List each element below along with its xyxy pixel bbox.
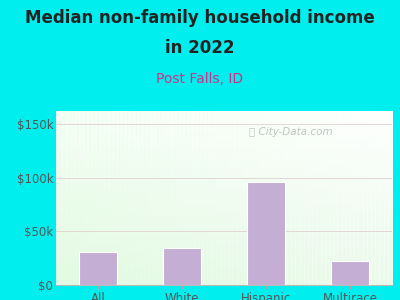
Text: ⓘ City-Data.com: ⓘ City-Data.com <box>249 127 333 137</box>
Bar <box>331 261 369 285</box>
Text: in 2022: in 2022 <box>165 39 235 57</box>
Text: Median non-family household income: Median non-family household income <box>25 9 375 27</box>
Text: Post Falls, ID: Post Falls, ID <box>156 72 244 86</box>
Bar <box>79 252 117 285</box>
Bar <box>163 248 201 285</box>
Bar <box>247 182 285 285</box>
